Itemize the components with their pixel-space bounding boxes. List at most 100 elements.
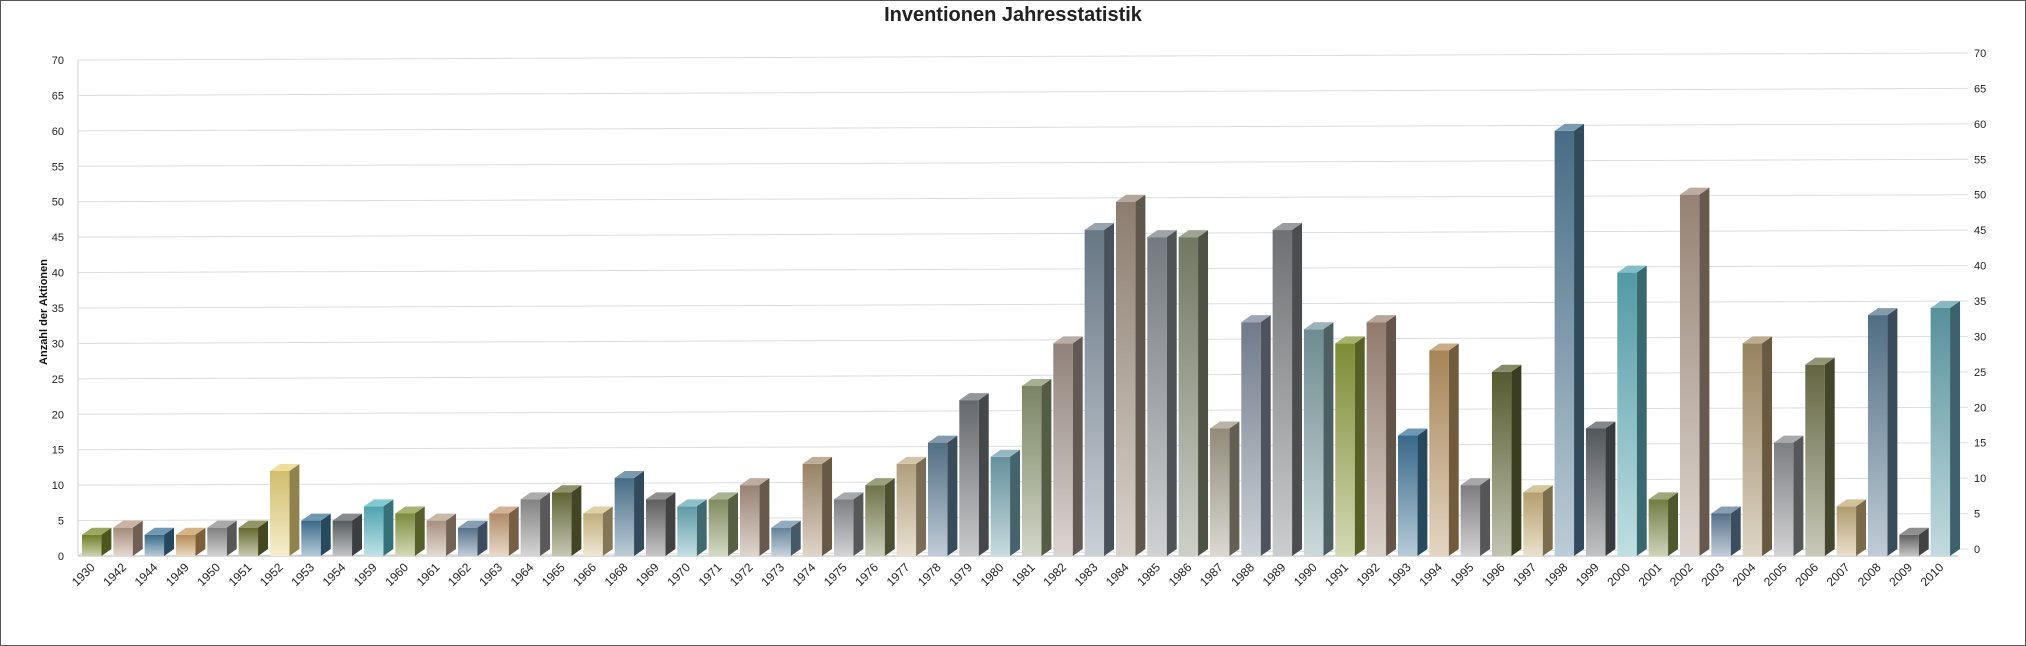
x-tick-label: 1980 [978,560,1007,589]
bar-1969 [645,492,676,556]
x-tick-label: 1970 [664,560,693,589]
bar-top [426,513,457,521]
gridlines [77,52,1969,557]
bar [990,456,1011,556]
bar-1996 [1491,364,1522,556]
bar-side [916,456,927,556]
y-tick-label-left: 25 [52,374,64,386]
bar-top [1742,336,1773,344]
x-tick-label: 1968 [602,560,631,589]
bar [1773,442,1794,556]
bar-top [1272,223,1303,231]
bar-side [1480,478,1491,556]
x-tick-label: 1975 [821,560,850,589]
bar [1867,315,1888,556]
bar-side [1292,223,1303,557]
gridline [77,265,1969,274]
y-tick-label-right: 70 [1974,48,1986,60]
x-tick-label: 2004 [1730,560,1759,589]
x-tick-label: 1986 [1166,560,1195,589]
bar-2001 [1648,492,1679,556]
bar-side [1010,449,1021,556]
bar-2005 [1773,435,1804,556]
x-tick-label: 1965 [539,560,568,589]
bar-side [696,499,707,556]
bar-side [352,513,363,556]
bar-top [1021,378,1052,386]
bar-1954 [332,513,363,556]
x-tick-label: 1953 [288,560,317,589]
bar-side [289,463,300,556]
bar-side [1386,315,1397,556]
gridline [77,371,1969,380]
bar [207,527,227,556]
x-tick-label: 1949 [163,560,192,589]
x-tick-label: 1989 [1260,560,1289,589]
bar-top [551,485,582,493]
bar-top [1147,230,1177,238]
x-tick-label: 1982 [1040,560,1069,589]
bar-2008 [1867,308,1898,556]
bar-top [614,471,645,479]
x-tick-label: 1995 [1448,560,1477,589]
bar-side [1856,499,1867,556]
y-tick-label-left: 70 [52,55,64,67]
bar-1930 [81,527,112,556]
bar-side [1323,322,1334,556]
bar-side [1041,378,1052,556]
bar [1115,201,1136,556]
x-tick-label: 1992 [1354,560,1383,589]
bar-top [269,463,300,471]
bar-1960 [395,506,425,556]
bar-1968 [614,471,645,556]
bar-top [1178,230,1209,238]
bar-1962 [457,520,488,556]
bar-1980 [990,449,1021,556]
gridline [77,123,1969,132]
x-tick-label: 1976 [852,560,881,589]
bar-1964 [520,492,551,556]
bar-side [822,456,833,556]
bar-side [728,492,739,556]
bar-top [708,492,739,500]
bar-1981 [1021,378,1052,556]
y-tick-label-left: 60 [52,126,64,138]
bar [1084,230,1105,557]
y-tick-label-left: 20 [52,409,64,421]
bar [1429,350,1449,556]
bar-side [884,478,895,556]
y-tick-label-left: 0 [58,551,64,563]
x-tick-label: 2002 [1667,560,1696,589]
bar-top [238,520,269,528]
x-tick-label: 1961 [414,560,443,589]
bar-side [665,492,676,556]
bar-top [1366,315,1397,323]
bar-side [1699,187,1710,556]
x-tick-label: 1952 [257,560,286,589]
bar-side [508,506,519,556]
bar [1679,194,1700,556]
bar [301,520,321,556]
bar [1711,513,1731,556]
bar-top [1115,194,1146,202]
y-tick-label-left: 15 [52,445,64,457]
bar-1983 [1084,223,1115,557]
x-tick-label: 1960 [382,560,411,589]
bar [614,478,635,556]
bar-top [1397,428,1428,436]
bar-side [226,520,237,556]
bar-side [1135,194,1146,556]
bar-side [1417,428,1428,556]
x-tick-label: 1963 [476,560,505,589]
gridline [77,158,1969,167]
bar-side [790,520,801,556]
bar-side [1762,336,1773,556]
bar-top [1460,478,1491,486]
bar-side [571,485,582,556]
bar-1986 [1178,230,1209,556]
bar-side [1104,223,1115,557]
bar-1951 [238,520,269,556]
x-tick-label: 1981 [1009,560,1038,589]
y-tick-label-right: 30 [1974,331,1986,343]
gridline [77,335,1969,344]
